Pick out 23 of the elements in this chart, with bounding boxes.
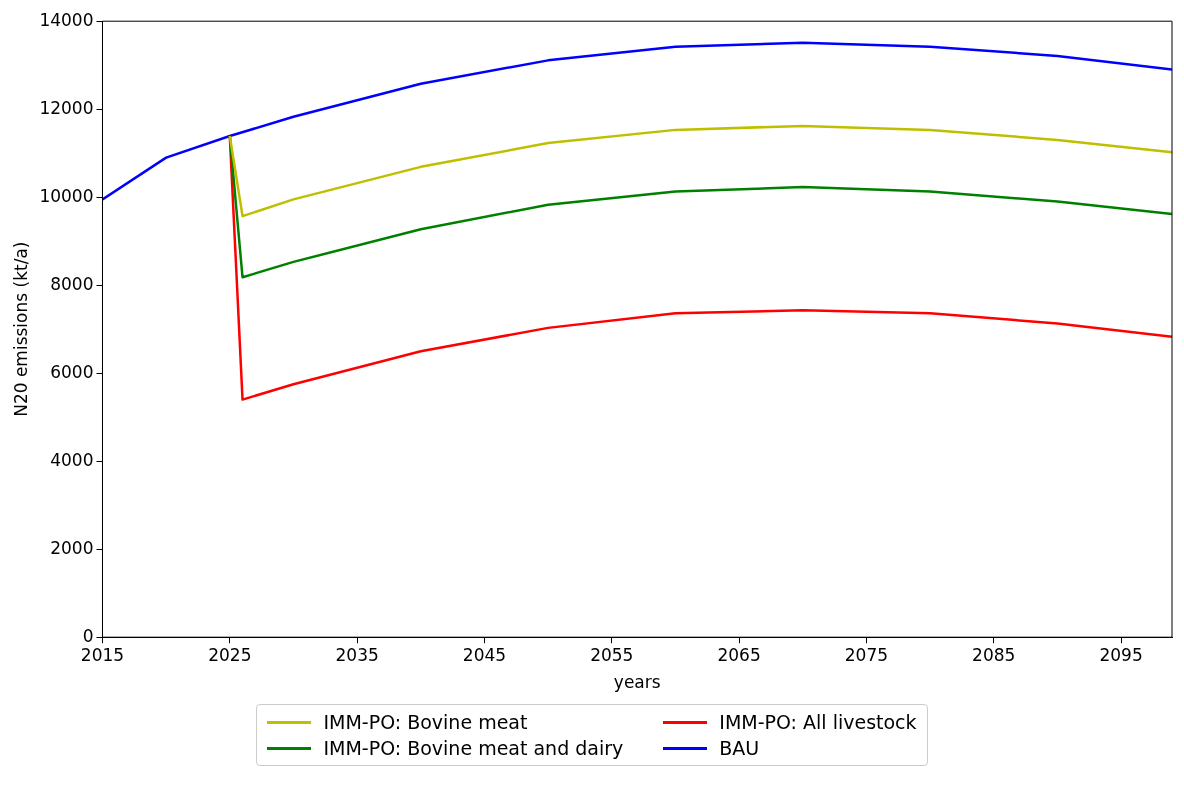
legend-label: IMM-PO: All livestock bbox=[719, 711, 917, 733]
y-tick-label: 10000 bbox=[39, 185, 94, 206]
x-axis-title: years bbox=[613, 672, 661, 693]
legend-label: BAU bbox=[719, 737, 760, 759]
x-tick-label: 2065 bbox=[717, 644, 761, 665]
y-tick-label: 14000 bbox=[39, 9, 94, 30]
y-tick-label: 4000 bbox=[50, 449, 94, 470]
x-tick-label: 2055 bbox=[590, 644, 634, 665]
x-tick-label: 2085 bbox=[972, 644, 1016, 665]
y-tick-label: 8000 bbox=[50, 273, 94, 294]
x-tick-label: 2095 bbox=[1099, 644, 1143, 665]
y-axis-title: N20 emissions (kt/a) bbox=[10, 241, 31, 417]
legend-label: IMM-PO: Bovine meat and dairy bbox=[323, 737, 624, 759]
x-tick-label: 2035 bbox=[335, 644, 379, 665]
legend-label: IMM-PO: Bovine meat bbox=[323, 711, 528, 733]
x-tick-label: 2015 bbox=[80, 644, 125, 665]
x-tick-label: 2075 bbox=[844, 644, 889, 665]
y-tick-label: 6000 bbox=[50, 361, 94, 382]
x-tick-label: 2045 bbox=[462, 644, 507, 665]
y-tick-label: 2000 bbox=[50, 537, 94, 558]
y-tick-label: 12000 bbox=[39, 97, 94, 118]
x-tick-label: 2025 bbox=[208, 644, 252, 665]
y-tick-label: 0 bbox=[82, 625, 94, 646]
